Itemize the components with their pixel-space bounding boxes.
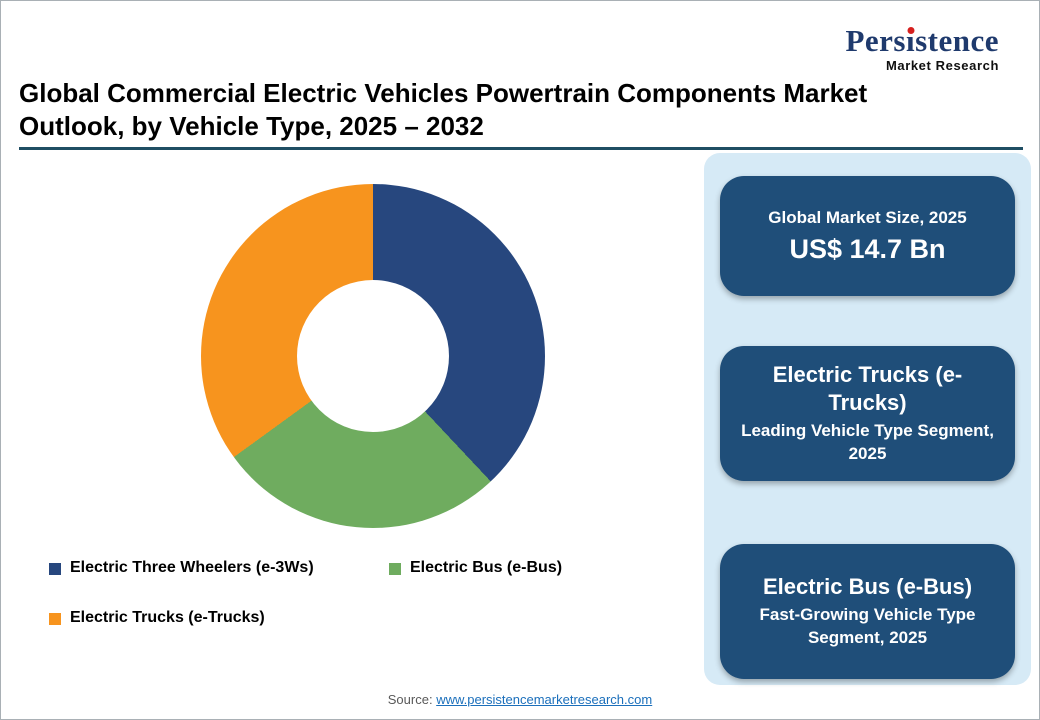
legend-swatch-blue xyxy=(49,563,61,575)
source-line: Source: www.persistencemarketresearch.co… xyxy=(1,692,1039,707)
highlights-panel: Global Market Size, 2025 US$ 14.7 Bn Ele… xyxy=(704,153,1031,685)
leading-segment-card: Electric Trucks (e-Trucks) Leading Vehic… xyxy=(720,346,1015,481)
market-size-title: Global Market Size, 2025 xyxy=(768,208,967,228)
logo-i: ı xyxy=(906,25,915,56)
legend-item-e3ws: Electric Three Wheelers (e-3Ws) xyxy=(49,559,389,577)
page-title-line1: Global Commercial Electric Vehicles Powe… xyxy=(19,78,868,108)
market-size-card: Global Market Size, 2025 US$ 14.7 Bn xyxy=(720,176,1015,296)
source-link[interactable]: www.persistencemarketresearch.com xyxy=(436,692,653,707)
logo-brand-pre: Pers xyxy=(845,23,906,58)
fast-growing-segment-subtitle: Fast-Growing Vehicle Type Segment, 2025 xyxy=(759,605,976,648)
pmr-logo: Pers ıstence Market Research xyxy=(845,25,999,73)
page-title-line2: Outlook, by Vehicle Type, 2025 – 2032 xyxy=(19,111,484,142)
source-label: Source: xyxy=(387,692,437,707)
chart-legend: Electric Three Wheelers (e-3Ws) Electric… xyxy=(49,559,689,627)
fast-growing-segment-title: Electric Bus (e-Bus) xyxy=(762,573,973,599)
legend-item-ebus: Electric Bus (e-Bus) xyxy=(389,559,689,577)
logo-subtitle: Market Research xyxy=(885,58,999,73)
legend-label: Electric Three Wheelers (e-3Ws) xyxy=(70,559,314,576)
fast-growing-segment-card: Electric Bus (e-Bus) Fast-Growing Vehicl… xyxy=(720,544,1015,679)
legend-swatch-orange xyxy=(49,613,61,625)
leading-segment-subtitle: Leading Vehicle Type Segment, 2025 xyxy=(741,421,994,463)
legend-label: Electric Bus (e-Bus) xyxy=(410,559,563,576)
donut-hole xyxy=(297,280,449,432)
legend-swatch-green xyxy=(389,563,401,575)
page-title: Global Commercial Electric Vehicles Powe… xyxy=(19,77,979,144)
logo-brand-post: stence xyxy=(915,23,999,58)
legend-label: Electric Trucks (e-Trucks) xyxy=(70,609,265,626)
logo-red-dot-icon xyxy=(907,27,915,34)
market-size-value: US$ 14.7 Bn xyxy=(789,233,946,264)
leading-segment-title: Electric Trucks (e-Trucks) xyxy=(772,362,963,415)
donut-chart xyxy=(201,184,545,528)
title-divider xyxy=(19,147,1023,150)
logo-i-glyph: ı xyxy=(905,23,916,58)
logo-brand: Pers ıstence xyxy=(845,25,999,56)
legend-item-etrucks: Electric Trucks (e-Trucks) xyxy=(49,609,389,627)
